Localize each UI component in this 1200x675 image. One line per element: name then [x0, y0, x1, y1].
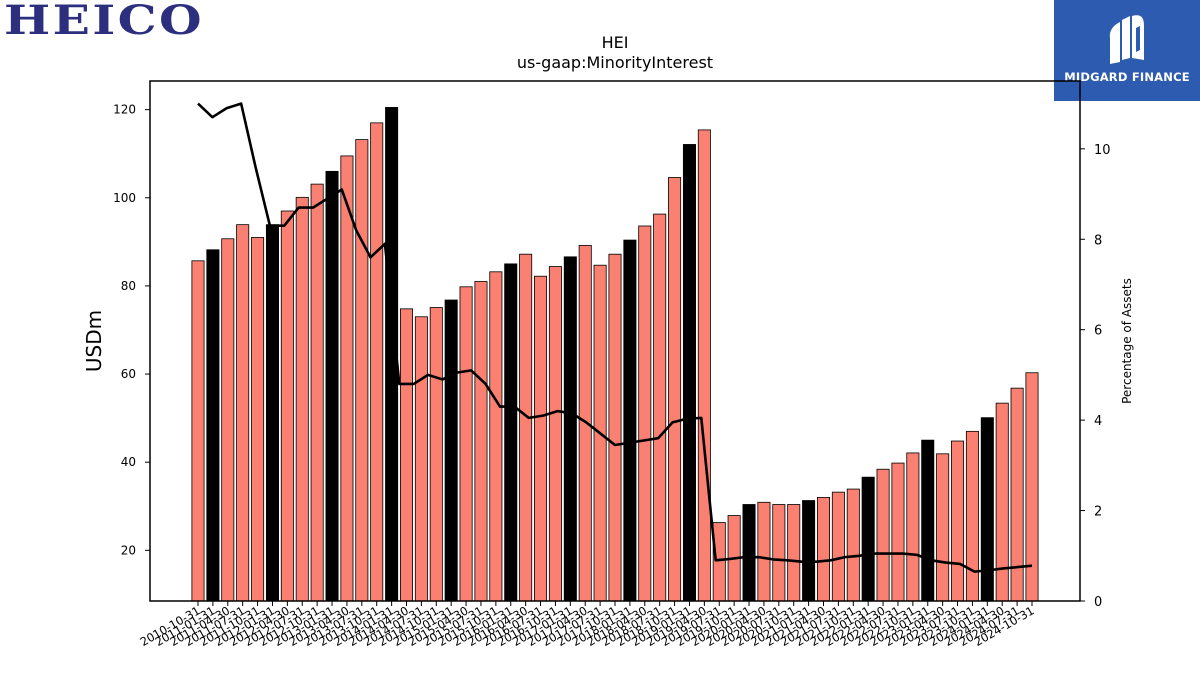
bar	[221, 238, 235, 602]
bar	[638, 225, 652, 602]
heico-logo: HEICO	[4, 0, 208, 44]
y2-tick-label: 8	[1094, 233, 1102, 248]
bar	[951, 440, 965, 602]
bar	[236, 224, 250, 602]
y2-tick-label: 10	[1094, 143, 1111, 158]
bar	[936, 453, 950, 602]
y-axis-label: USDm	[82, 310, 106, 372]
pct-assets-line	[197, 102, 1033, 573]
bar	[563, 256, 577, 602]
bar	[906, 452, 920, 602]
midgard-emblem-icon	[1109, 15, 1144, 64]
bar	[534, 275, 548, 602]
x-axis: 2010-10-312011-01-312011-04-302011-07-31…	[138, 601, 1037, 649]
bar	[965, 430, 979, 602]
y2-tick-label: 2	[1094, 505, 1102, 520]
left-y-axis: 20 40 60 80 100 120	[113, 103, 150, 557]
bar	[876, 468, 890, 602]
y2-axis-label: Percentage of Assets	[1120, 278, 1134, 404]
bar	[504, 263, 518, 602]
bar	[474, 281, 488, 602]
midgard-finance-text: MIDGARD FINANCE	[1064, 70, 1190, 84]
bar	[846, 488, 860, 602]
bar-series	[191, 107, 1039, 602]
bar	[1010, 387, 1024, 602]
bar	[891, 462, 905, 602]
bar	[980, 417, 994, 602]
bar	[489, 271, 503, 602]
bar	[682, 144, 696, 602]
bar	[995, 402, 1009, 602]
chart-subtitle: us-gaap:MinorityInterest	[517, 53, 713, 72]
bar	[295, 196, 309, 602]
bar	[802, 500, 816, 602]
bar	[742, 504, 756, 602]
bar	[399, 308, 414, 602]
y-tick-label: 40	[121, 455, 136, 469]
bar	[265, 224, 279, 602]
bar	[697, 129, 711, 602]
bar	[921, 439, 935, 602]
chart-title: HEI	[602, 33, 629, 52]
bar	[772, 504, 786, 602]
bar	[429, 307, 443, 602]
bar	[414, 316, 428, 602]
pct-assets-line-series	[197, 102, 1033, 573]
bar	[370, 122, 384, 602]
bar	[712, 522, 726, 602]
bar	[310, 183, 324, 602]
y-tick-label: 60	[121, 367, 136, 381]
midgard-finance-logo: MIDGARD FINANCE	[1054, 0, 1200, 101]
bar	[653, 213, 667, 602]
y-tick-label: 120	[113, 103, 136, 117]
bar	[816, 497, 831, 602]
bar	[280, 210, 294, 602]
y-tick-label: 20	[121, 543, 136, 557]
bar	[861, 476, 875, 602]
heico-logo-text: HEICO	[4, 2, 204, 40]
y-tick-label: 100	[113, 191, 136, 205]
bar	[325, 170, 339, 602]
y2-tick-label: 0	[1094, 595, 1102, 610]
bar	[206, 249, 220, 602]
bar	[340, 155, 354, 602]
bar	[355, 139, 369, 602]
bar	[519, 253, 533, 602]
bar	[623, 239, 637, 602]
right-y-axis: 0 2 4 6 8 10	[1080, 143, 1111, 610]
bar	[444, 299, 458, 602]
y-tick-label: 80	[121, 279, 136, 293]
y2-tick-label: 6	[1094, 324, 1102, 339]
bar	[757, 501, 771, 602]
bar	[787, 504, 801, 602]
bar	[459, 286, 473, 602]
bar	[608, 253, 622, 602]
y2-tick-label: 4	[1094, 414, 1102, 429]
bar	[191, 260, 205, 602]
bar	[251, 237, 265, 602]
bar	[548, 266, 562, 602]
bar	[831, 491, 845, 602]
bar	[668, 177, 682, 602]
